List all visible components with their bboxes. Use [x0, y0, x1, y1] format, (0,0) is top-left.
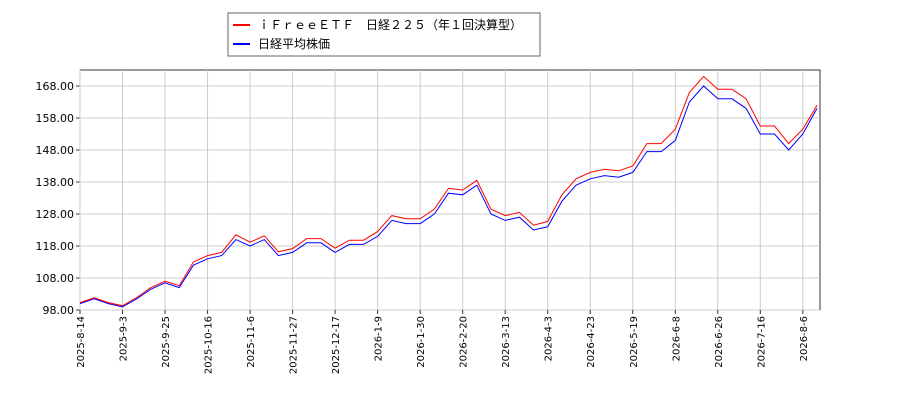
x-tick-label: 2026-6-26	[714, 316, 725, 368]
y-tick-label: 158.00	[36, 112, 75, 125]
x-tick-label: 2026-3-13	[501, 316, 512, 368]
x-tick-label: 2026-4-23	[586, 316, 597, 368]
x-tick-label: 2026-1-30	[416, 316, 427, 368]
y-tick-label: 128.00	[36, 208, 75, 221]
y-tick-label: 108.00	[36, 272, 75, 285]
x-tick-label: 2025-10-16	[204, 316, 215, 374]
y-tick-label: 118.00	[36, 240, 75, 253]
x-tick-label: 2025-11-27	[289, 316, 300, 374]
x-tick-label: 2026-7-16	[756, 316, 767, 368]
legend-label: ｉＦｒｅｅＥＴＦ 日経２２５（年１回決算型）	[258, 17, 522, 32]
y-tick-label: 148.00	[36, 144, 75, 157]
x-tick-label: 2025-11-6	[246, 316, 257, 368]
y-tick-label: 168.00	[36, 80, 75, 93]
y-tick-label: 98.00	[43, 304, 75, 317]
plot-area	[79, 69, 821, 311]
x-tick-label: 2025-9-25	[161, 316, 172, 368]
legend-label: 日経平均株価	[258, 36, 330, 51]
series-line	[79, 85, 818, 308]
x-tick-label: 2026-4-3	[544, 316, 555, 361]
x-tick-label: 2026-1-9	[374, 316, 385, 361]
x-tick-label: 2026-2-20	[459, 316, 470, 368]
x-tick-label: 2026-8-6	[799, 316, 810, 361]
x-tick-label: 2025-8-14	[76, 316, 87, 368]
series-line	[79, 75, 818, 307]
y-tick-label: 138.00	[36, 176, 75, 189]
x-tick-label: 2026-5-19	[629, 316, 640, 368]
x-tick-label: 2025-9-3	[119, 316, 130, 361]
x-tick-label: 2026-6-8	[671, 316, 682, 361]
x-tick-label: 2025-12-17	[331, 316, 342, 374]
legend	[227, 12, 541, 57]
